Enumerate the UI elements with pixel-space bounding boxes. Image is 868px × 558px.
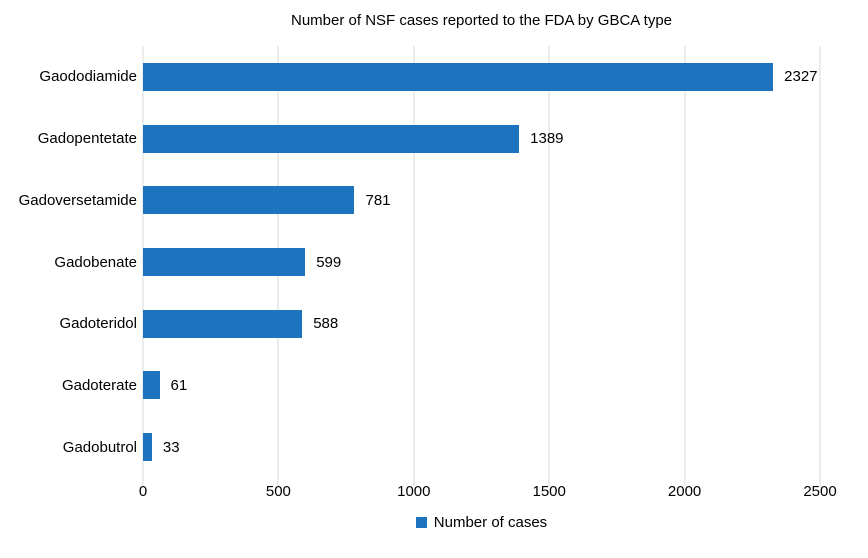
bar-gadoterate: [143, 371, 160, 400]
chart-title: Number of NSF cases reported to the FDA …: [291, 12, 672, 29]
bar-gadoversetamide: [143, 186, 355, 215]
x-tick-2000: [684, 478, 686, 486]
x-tick-1500: [548, 478, 550, 486]
value-label: 2327: [784, 68, 818, 86]
x-axis-ticks: [142, 478, 821, 486]
category-label: Gadobutrol: [62, 438, 137, 456]
value-label: 33: [162, 438, 180, 456]
x-tick-label: 2000: [667, 483, 702, 500]
value-label: 61: [170, 376, 188, 394]
x-tick-label: 1000: [397, 483, 431, 500]
plot-area: 2327 1389 781 599 588 61 33: [142, 46, 821, 478]
bar-gadobenate: [143, 248, 306, 277]
gridline-x-1000: [413, 46, 415, 478]
gridline-x-1500: [548, 46, 550, 478]
bar-row: 2327: [143, 46, 820, 108]
value-label: 588: [313, 315, 339, 333]
x-tick-label: 0: [138, 483, 148, 500]
bar-gadoteridol: [143, 309, 303, 338]
bar-row: 781: [143, 169, 820, 231]
value-label: 599: [316, 253, 342, 271]
bar-gadopentetate: [143, 124, 520, 153]
bar-row: 61: [143, 355, 820, 417]
x-tick-500: [277, 478, 279, 486]
x-tick-label: 1500: [532, 483, 566, 500]
legend-square-icon: [415, 517, 427, 528]
bar-row: 588: [143, 293, 820, 355]
category-label: Gaododiamide: [39, 68, 137, 86]
bar-gaododiamide: [143, 62, 774, 91]
x-tick-label: 500: [265, 483, 291, 500]
bar-row: 1389: [143, 108, 820, 170]
value-label: 1389: [530, 130, 564, 148]
y-axis-category-labels: Gaododiamide Gadopentetate Gadoversetamide…: [0, 46, 137, 478]
x-axis-labels: 0 500 1000 1500 2000 2500: [139, 483, 837, 503]
category-label: Gadoteridol: [59, 315, 137, 333]
category-label: Gadoversetamide: [18, 191, 137, 209]
x-tick-0: [142, 478, 144, 486]
bar-row: 599: [143, 231, 820, 293]
bar-row: 33: [143, 416, 820, 478]
category-label: Gadobenate: [54, 253, 137, 271]
value-label: 781: [365, 191, 391, 209]
x-tick-label: 2500: [803, 483, 837, 500]
x-tick-1000: [413, 478, 415, 486]
legend-label: Number of cases: [433, 514, 548, 531]
bar-rows: 2327 1389 781 599 588 61 33: [143, 46, 820, 478]
gridline-x-2000: [684, 46, 686, 478]
gridline-x-2500: [819, 46, 821, 478]
legend: Number of cases: [143, 514, 820, 531]
category-label: Gadopentetate: [37, 130, 137, 148]
category-label: Gadoterate: [61, 376, 137, 394]
bar-gadobutrol: [143, 433, 152, 462]
x-tick-2500: [819, 478, 821, 486]
